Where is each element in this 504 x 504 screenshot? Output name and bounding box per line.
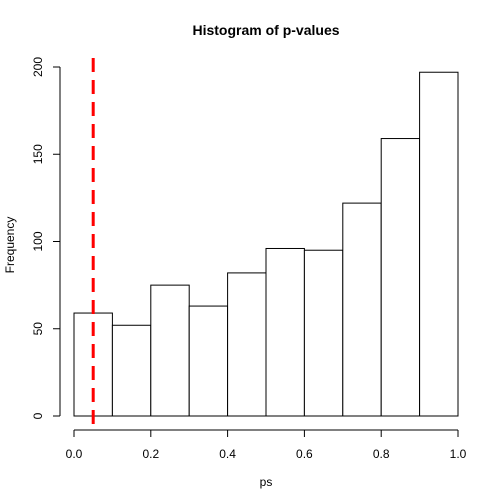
histogram-bar-2 (111, 324, 152, 417)
x-axis: 0.0 0.2 0.4 0.6 0.8 1.0 (66, 429, 467, 461)
x-tick-label-1: 0.2 (142, 447, 159, 461)
y-tick-label-0: 0 (31, 412, 45, 419)
histogram-bar-7 (303, 249, 344, 417)
chart-title: Histogram of p-values (192, 22, 339, 38)
y-tick-label-1: 50 (31, 322, 45, 336)
histogram-bar-9 (380, 138, 421, 417)
x-tick-label-3: 0.6 (296, 447, 313, 461)
y-tick-label-4: 200 (31, 57, 45, 77)
bars-group (73, 71, 459, 417)
histogram-bar-8 (342, 202, 382, 417)
x-axis-label: ps (260, 475, 273, 489)
x-tick-label-5: 1.0 (450, 447, 467, 461)
histogram-bar-5 (227, 272, 267, 417)
x-tick-label-0: 0.0 (66, 447, 83, 461)
y-axis-label: Frequency (3, 217, 17, 274)
histogram-bar-3 (150, 284, 190, 417)
x-tick-label-2: 0.4 (219, 447, 236, 461)
x-tick-label-4: 0.8 (373, 447, 390, 461)
histogram-bar-4 (188, 305, 229, 417)
histogram-bar-6 (265, 247, 305, 417)
y-axis: 0 50 100 150 200 (31, 57, 61, 419)
y-tick-label-3: 150 (31, 144, 45, 164)
histogram-bar-10 (419, 71, 459, 417)
y-tick-label-2: 100 (31, 231, 45, 251)
